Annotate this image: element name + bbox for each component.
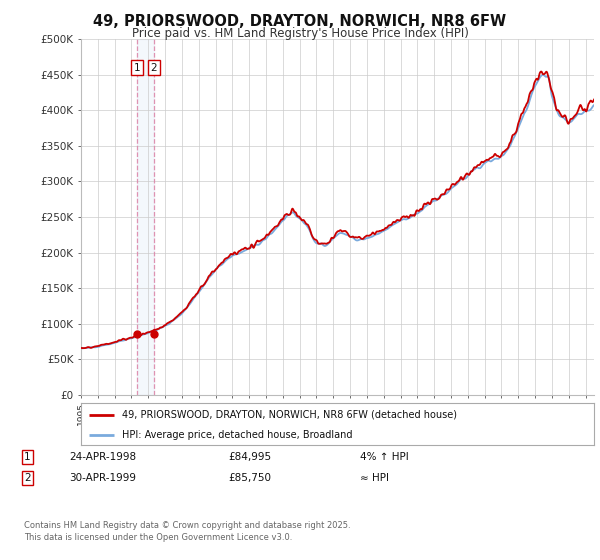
- Text: £84,995: £84,995: [228, 452, 271, 462]
- Text: 24-APR-1998: 24-APR-1998: [69, 452, 136, 462]
- Text: 1: 1: [133, 63, 140, 73]
- Text: Price paid vs. HM Land Registry's House Price Index (HPI): Price paid vs. HM Land Registry's House …: [131, 27, 469, 40]
- Bar: [137, 39, 154, 395]
- Text: Contains HM Land Registry data © Crown copyright and database right 2025.
This d: Contains HM Land Registry data © Crown c…: [24, 521, 350, 542]
- Text: £85,750: £85,750: [228, 473, 271, 483]
- Text: 2: 2: [24, 473, 31, 483]
- Text: 1: 1: [24, 452, 31, 462]
- Text: 49, PRIORSWOOD, DRAYTON, NORWICH, NR8 6FW: 49, PRIORSWOOD, DRAYTON, NORWICH, NR8 6F…: [94, 14, 506, 29]
- Text: HPI: Average price, detached house, Broadland: HPI: Average price, detached house, Broa…: [122, 430, 353, 440]
- Text: 30-APR-1999: 30-APR-1999: [69, 473, 136, 483]
- Text: 4% ↑ HPI: 4% ↑ HPI: [360, 452, 409, 462]
- Text: 49, PRIORSWOOD, DRAYTON, NORWICH, NR8 6FW (detached house): 49, PRIORSWOOD, DRAYTON, NORWICH, NR8 6F…: [122, 410, 457, 420]
- Text: ≈ HPI: ≈ HPI: [360, 473, 389, 483]
- Text: 2: 2: [151, 63, 157, 73]
